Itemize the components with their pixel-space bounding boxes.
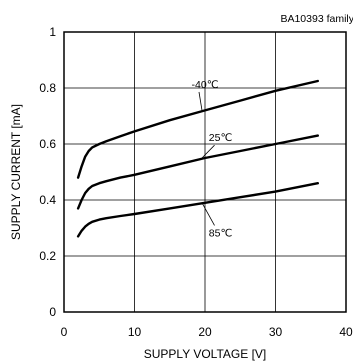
chart-title: BA10393 family [280,13,353,25]
series-annotation: 85℃ [209,227,232,239]
y-tick-label: 0 [49,305,56,319]
y-tick-label: 0.8 [39,81,56,95]
y-tick-label: 0.2 [39,249,56,263]
series-line [76,79,319,179]
series-annotation: 25℃ [209,132,232,144]
series-line [76,134,319,210]
y-axis-title: SUPPLY CURRENT [mA] [9,104,23,240]
annotation-leader [201,202,215,226]
annotations: -40℃ 25℃ 85℃ [192,79,233,239]
series-line [76,181,319,238]
grid [64,32,346,312]
x-tick-labels: 0 10 20 30 40 [61,325,353,339]
annotation-leaders [198,91,215,226]
x-tick-label: 10 [128,325,142,339]
y-tick-label: 1 [49,25,56,39]
series-annotation: -40℃ [192,79,219,91]
x-tick-label: 40 [339,325,353,339]
annotation-leader [201,144,215,159]
y-tick-label: 0.4 [39,193,56,207]
x-tick-label: 0 [61,325,68,339]
x-tick-label: 20 [198,325,212,339]
annotation-leader [198,91,203,111]
series-layer [76,79,319,238]
y-tick-label: 0.6 [39,137,56,151]
plot-frame [63,31,347,313]
x-tick-label: 30 [269,325,283,339]
x-axis-title: SUPPLY VOLTAGE [V] [144,347,267,361]
y-tick-labels: 0 0.2 0.4 0.6 0.8 1 [39,25,56,319]
